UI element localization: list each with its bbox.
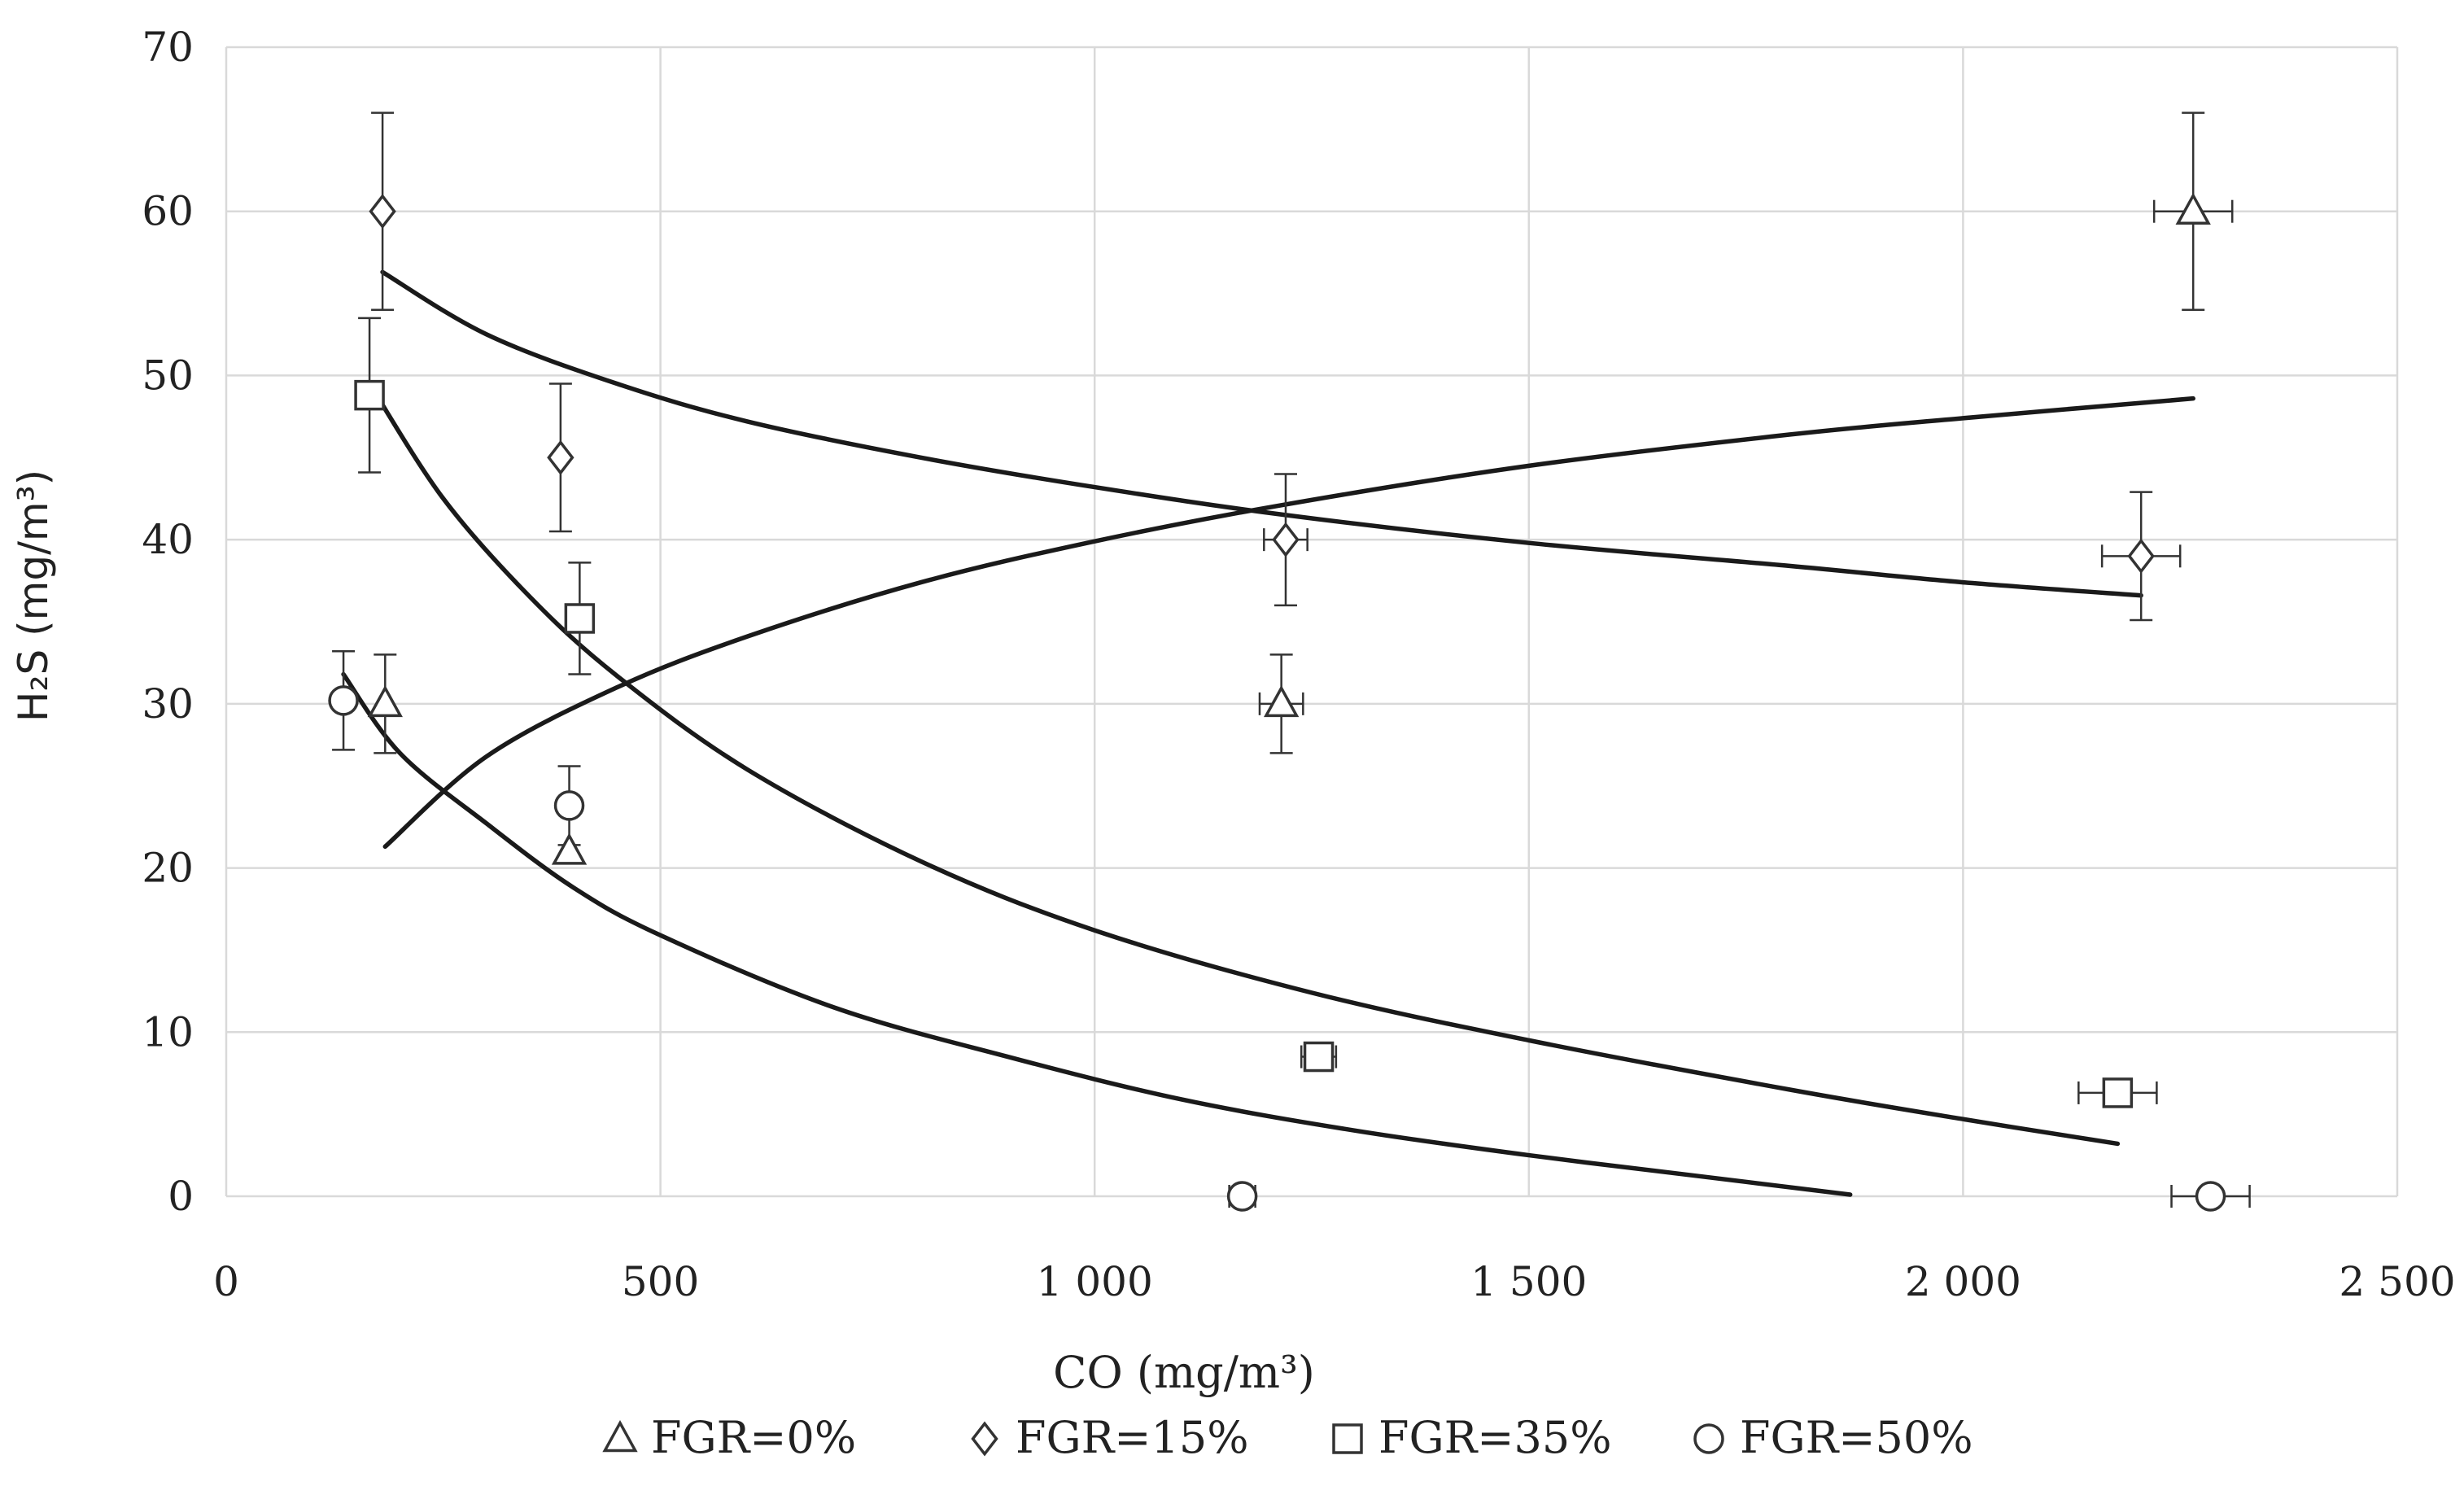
y-axis-title: H₂S (mg/m³): [10, 470, 57, 722]
trend-line-diamond: [380, 269, 2143, 598]
x-tick-label: 500: [622, 1258, 699, 1305]
legend-item-square: FGR=35%: [1332, 1412, 1612, 1463]
data-markers: [328, 192, 2226, 1212]
legend-item-triangle: FGR=0%: [602, 1412, 856, 1463]
y-tick-label: 60: [142, 188, 194, 235]
tick-labels: 0 10 20 30 40 50 60 70 0 500 1 000 1 500 2 000 2 500: [142, 24, 2455, 1305]
x-tick-label: 0: [213, 1258, 239, 1305]
data-point-square: [354, 379, 385, 411]
data-point-circle: [1226, 1181, 1258, 1212]
trend-line-triangle: [382, 396, 2195, 850]
legend-label: FGR=35%: [1378, 1412, 1612, 1463]
data-point-square: [1303, 1041, 1335, 1073]
legend-label: FGR=15%: [1016, 1412, 1249, 1463]
y-tick-label: 20: [142, 845, 194, 892]
data-point-triangle: [2175, 192, 2211, 225]
legend-item-circle: FGR=50%: [1693, 1412, 1973, 1463]
y-tick-label: 10: [142, 1008, 194, 1055]
data-point-square: [564, 603, 596, 634]
x-tick-label: 2 500: [2339, 1258, 2455, 1305]
data-point-diamond: [1272, 522, 1300, 557]
data-point-triangle: [551, 833, 588, 865]
trend-line-circle: [341, 671, 1853, 1197]
y-tick-label: 50: [142, 352, 194, 399]
legend: FGR=0% FGR=15% FGR=35% FGR=50%: [602, 1412, 1973, 1463]
x-tick-label: 1 500: [1470, 1258, 1587, 1305]
data-point-diamond: [547, 439, 574, 475]
data-point-diamond: [369, 194, 396, 229]
legend-label: FGR=50%: [1740, 1412, 1973, 1463]
data-point-triangle: [367, 684, 403, 718]
legend-marker-circle: [1693, 1423, 1724, 1454]
legend-marker-diamond: [971, 1421, 998, 1457]
x-tick-label: 1 000: [1037, 1258, 1153, 1305]
x-tick-label: 2 000: [1905, 1258, 2021, 1305]
data-point-circle: [553, 790, 585, 821]
data-point-square: [2102, 1077, 2134, 1108]
y-tick-label: 30: [142, 680, 194, 728]
x-axis-title: CO (mg/m³): [1053, 1347, 1315, 1398]
legend-item-diamond: FGR=15%: [971, 1412, 1249, 1463]
legend-marker-triangle: [602, 1419, 638, 1453]
data-point-circle: [2195, 1181, 2226, 1212]
y-tick-label: 0: [168, 1173, 194, 1220]
y-tick-label: 70: [142, 24, 194, 71]
data-point-diamond: [2127, 538, 2155, 574]
legend-label: FGR=0%: [651, 1412, 856, 1463]
data-point-circle: [328, 685, 359, 716]
trend-lines: [341, 269, 2195, 1197]
data-point-triangle: [1263, 684, 1300, 718]
y-tick-label: 40: [142, 516, 194, 563]
legend-marker-square: [1332, 1423, 1363, 1454]
trend-line-square: [367, 381, 2121, 1147]
